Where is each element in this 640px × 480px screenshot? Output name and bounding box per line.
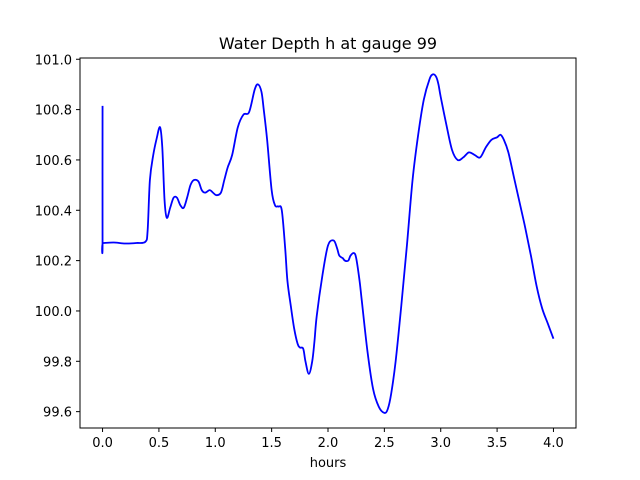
- x-tick-label: 1.5: [261, 436, 282, 451]
- y-tick-label: 99.8: [43, 355, 72, 370]
- x-tick-label: 3.0: [430, 436, 451, 451]
- y-tick-label: 100.4: [35, 204, 72, 219]
- x-tick-label: 0.0: [92, 436, 113, 451]
- x-tick-label: 1.0: [205, 436, 226, 451]
- x-tick-label: 2.5: [374, 436, 395, 451]
- y-tick-label: 100.2: [35, 255, 72, 270]
- y-tick-label: 100.0: [35, 305, 72, 320]
- series-line: [101, 73, 555, 414]
- y-axis: 99.6 99.8 100.0 100.2 100.4 100.6 100.8 101.0: [35, 53, 80, 421]
- x-axis-label: hours: [310, 456, 347, 471]
- y-tick-label: 99.6: [43, 406, 72, 421]
- x-tick-label: 2.0: [318, 436, 339, 451]
- x-tick-label: 0.5: [149, 436, 170, 451]
- y-tick-label: 101.0: [35, 53, 72, 68]
- chart-title: Water Depth h at gauge 99: [219, 34, 437, 53]
- x-tick-label: 4.0: [543, 436, 564, 451]
- x-axis: 0.0 0.5 1.0 1.5 2.0 2.5 3.0 3.5 4.0: [92, 428, 564, 451]
- x-tick-label: 3.5: [487, 436, 508, 451]
- y-tick-label: 100.8: [35, 104, 72, 119]
- y-tick-label: 100.6: [35, 154, 72, 169]
- plot-area-frame: [79, 57, 577, 429]
